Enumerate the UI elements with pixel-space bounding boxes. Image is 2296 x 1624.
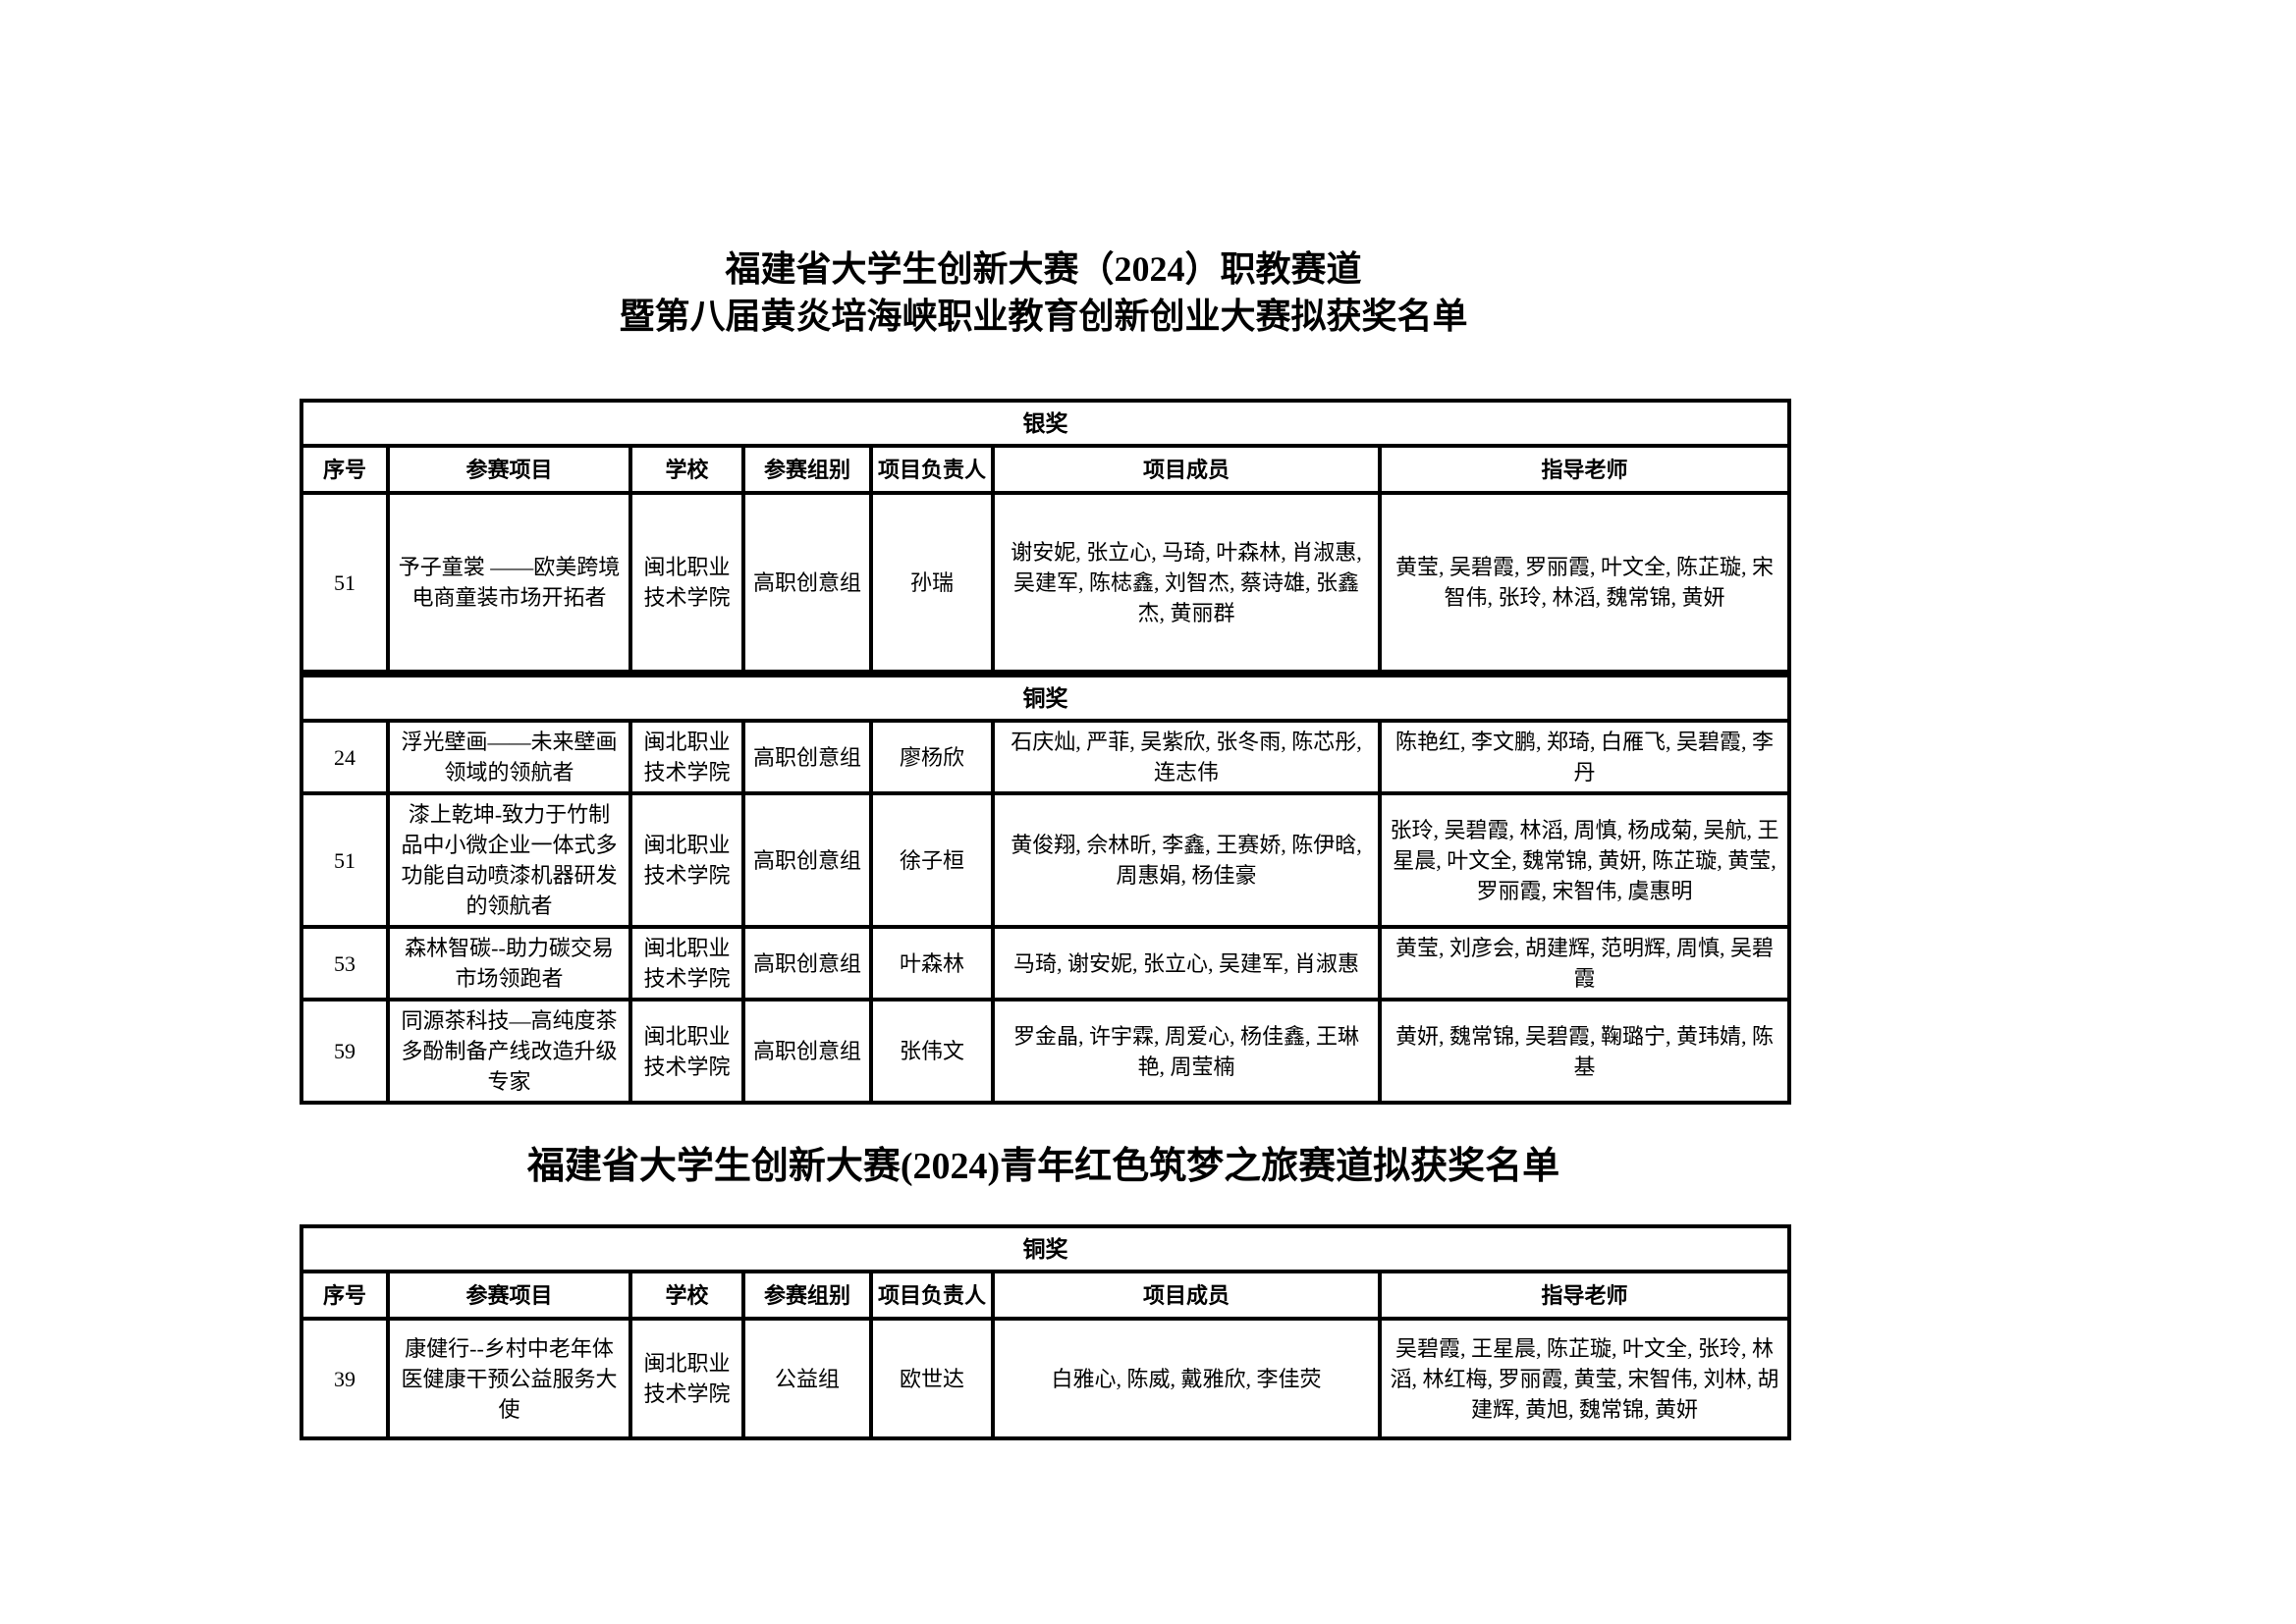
col-header-teachers: 指导老师	[1377, 444, 1792, 495]
document-title: 福建省大学生创新大赛（2024）职教赛道 暨第八届黄炎培海峡职业教育创新创业大赛…	[300, 245, 1787, 340]
award-band-row: 银奖	[299, 399, 1792, 448]
column-header-row: 序号 参赛项目 学校 参赛组别 项目负责人 项目成员 指导老师	[300, 444, 1792, 495]
group-cell: 公益组	[741, 1317, 873, 1440]
col-header-teachers: 指导老师	[1377, 1270, 1792, 1321]
teachers-cell: 黄妍, 魏常锦, 吴碧霞, 鞠璐宁, 黄玮婧, 陈基	[1377, 998, 1792, 1105]
group-cell: 高职创意组	[741, 998, 873, 1105]
document-title-line2: 暨第八届黄炎培海峡职业教育创新创业大赛拟获奖名单	[619, 297, 1468, 336]
col-header-group: 参赛组别	[741, 444, 873, 495]
column-header-row: 序号 参赛项目 学校 参赛组别 项目负责人 项目成员 指导老师	[300, 1270, 1792, 1321]
bronze-award-band-label: 铜奖	[299, 1224, 1792, 1273]
teachers-cell: 黄莹, 刘彦会, 胡建辉, 范明辉, 周慎, 吴碧霞	[1377, 925, 1792, 1001]
col-header-leader: 项目负责人	[869, 444, 995, 495]
document-page: 福建省大学生创新大赛（2024）职教赛道 暨第八届黄炎培海峡职业教育创新创业大赛…	[299, 0, 1792, 1440]
school-cell: 闽北职业技术学院	[629, 491, 745, 674]
members-cell: 罗金晶, 许宇霖, 周爱心, 杨佳鑫, 王琳艳, 周莹楠	[991, 998, 1382, 1105]
members-cell: 石庆灿, 严菲, 吴紫欣, 张冬雨, 陈芯彤, 连志伟	[991, 719, 1382, 795]
second-track-title: 福建省大学生创新大赛(2024)青年红色筑梦之旅赛道拟获奖名单	[526, 1146, 1560, 1187]
school-cell: 闽北职业技术学院	[629, 791, 745, 929]
project-cell: 森林智碳--助力碳交易市场领跑者	[386, 925, 632, 1001]
leader-cell: 孙瑞	[869, 491, 995, 674]
teachers-cell: 吴碧霞, 王星晨, 陈芷璇, 叶文全, 张玲, 林滔, 林红梅, 罗丽霞, 黄莹…	[1377, 1317, 1792, 1440]
teachers-cell: 陈艳红, 李文鹏, 郑琦, 白雁飞, 吴碧霞, 李丹	[1377, 719, 1792, 795]
col-header-members: 项目成员	[991, 444, 1382, 495]
project-cell: 予子童裳 ——欧美跨境电商童装市场开拓者	[386, 491, 632, 674]
col-header-seq: 序号	[300, 444, 390, 495]
school-cell: 闽北职业技术学院	[629, 925, 745, 1001]
col-header-project: 参赛项目	[386, 444, 632, 495]
col-header-project: 参赛项目	[386, 1270, 632, 1321]
seq-cell: 59	[300, 998, 390, 1105]
seq-cell: 24	[300, 719, 390, 795]
col-header-school: 学校	[629, 444, 745, 495]
col-header-school: 学校	[629, 1270, 745, 1321]
project-cell: 康健行--乡村中老年体医健康干预公益服务大使	[386, 1317, 632, 1440]
silver-award-band-label: 银奖	[299, 399, 1792, 448]
table-row: 53 森林智碳--助力碳交易市场领跑者 闽北职业技术学院 高职创意组 叶森林 马…	[300, 925, 1792, 1001]
red-dream-bronze-award-table: 铜奖 序号 参赛项目 学校 参赛组别 项目负责人 项目成员 指导老师 39 康健…	[299, 1224, 1792, 1440]
vocational-bronze-award-table: 铜奖 24 浮光壁画——未来壁画领域的领航者 闽北职业技术学院 高职创意组 廖杨…	[299, 674, 1792, 1105]
school-cell: 闽北职业技术学院	[629, 1317, 745, 1440]
seq-cell: 51	[300, 791, 390, 929]
school-cell: 闽北职业技术学院	[629, 719, 745, 795]
members-cell: 白雅心, 陈威, 戴雅欣, 李佳荧	[991, 1317, 1382, 1440]
members-cell: 马琦, 谢安妮, 张立心, 吴建军, 肖淑惠	[991, 925, 1382, 1001]
project-cell: 漆上乾坤-致力于竹制品中小微企业一体式多功能自动喷漆机器研发的领航者	[386, 791, 632, 929]
group-cell: 高职创意组	[741, 925, 873, 1001]
col-header-group: 参赛组别	[741, 1270, 873, 1321]
award-band-row: 铜奖	[299, 674, 1792, 723]
col-header-leader: 项目负责人	[869, 1270, 995, 1321]
seq-cell: 51	[300, 491, 390, 674]
school-cell: 闽北职业技术学院	[629, 998, 745, 1105]
bronze-award-band-label: 铜奖	[299, 674, 1792, 723]
table-row: 59 同源茶科技—高纯度茶多酚制备产线改造升级专家 闽北职业技术学院 高职创意组…	[300, 998, 1792, 1105]
table-row: 39 康健行--乡村中老年体医健康干预公益服务大使 闽北职业技术学院 公益组 欧…	[300, 1317, 1792, 1440]
teachers-cell: 黄莹, 吴碧霞, 罗丽霞, 叶文全, 陈芷璇, 宋智伟, 张玲, 林滔, 魏常锦…	[1377, 491, 1792, 674]
leader-cell: 欧世达	[869, 1317, 995, 1440]
leader-cell: 徐子桓	[869, 791, 995, 929]
leader-cell: 叶森林	[869, 925, 995, 1001]
col-header-members: 项目成员	[991, 1270, 1382, 1321]
teachers-cell: 张玲, 吴碧霞, 林滔, 周慎, 杨成菊, 吴航, 王星晨, 叶文全, 魏常锦,…	[1377, 791, 1792, 929]
group-cell: 高职创意组	[741, 719, 873, 795]
seq-cell: 39	[300, 1317, 390, 1440]
project-cell: 浮光壁画——未来壁画领域的领航者	[386, 719, 632, 795]
leader-cell: 张伟文	[869, 998, 995, 1105]
award-band-row: 铜奖	[299, 1224, 1792, 1273]
vocational-silver-award-table: 银奖 序号 参赛项目 学校 参赛组别 项目负责人 项目成员 指导老师 51 予子…	[299, 399, 1792, 674]
leader-cell: 廖杨欣	[869, 719, 995, 795]
project-cell: 同源茶科技—高纯度茶多酚制备产线改造升级专家	[386, 998, 632, 1105]
group-cell: 高职创意组	[741, 791, 873, 929]
table-row: 51 漆上乾坤-致力于竹制品中小微企业一体式多功能自动喷漆机器研发的领航者 闽北…	[300, 791, 1792, 929]
document-title-line1: 福建省大学生创新大赛（2024）职教赛道	[725, 249, 1362, 289]
members-cell: 谢安妮, 张立心, 马琦, 叶森林, 肖淑惠, 吴建军, 陈梽鑫, 刘智杰, 蔡…	[991, 491, 1382, 674]
table-row: 24 浮光壁画——未来壁画领域的领航者 闽北职业技术学院 高职创意组 廖杨欣 石…	[300, 719, 1792, 795]
col-header-seq: 序号	[300, 1270, 390, 1321]
seq-cell: 53	[300, 925, 390, 1001]
table-row: 51 予子童裳 ——欧美跨境电商童装市场开拓者 闽北职业技术学院 高职创意组 孙…	[300, 491, 1792, 674]
members-cell: 黄俊翔, 佘林昕, 李鑫, 王赛娇, 陈伊晗, 周惠娟, 杨佳豪	[991, 791, 1382, 929]
group-cell: 高职创意组	[741, 491, 873, 674]
